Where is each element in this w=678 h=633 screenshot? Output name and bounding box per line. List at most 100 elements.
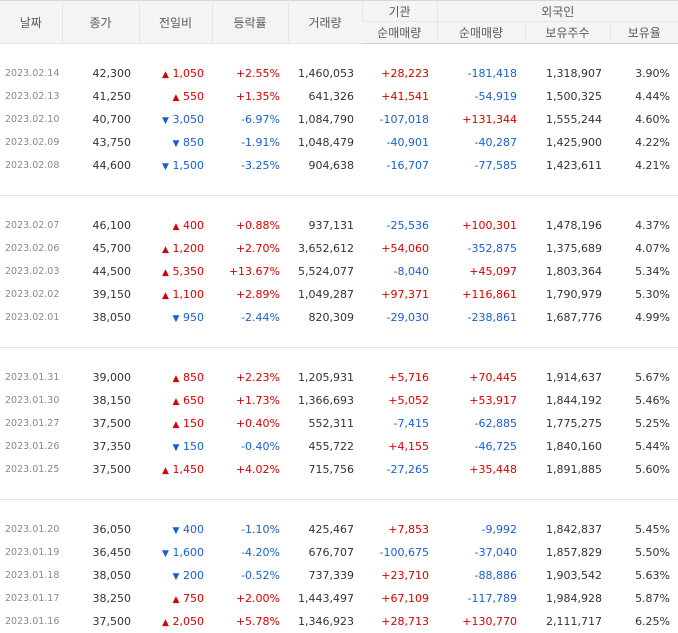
cell-close: 40,700	[62, 108, 139, 131]
cell-rate: +13.67%	[212, 260, 288, 283]
cell-foreign-ratio: 3.90%	[610, 62, 678, 85]
cell-rate: -6.97%	[212, 108, 288, 131]
cell-volume: 1,346,923	[288, 610, 362, 633]
cell-foreign-holding: 1,318,907	[525, 62, 610, 85]
cell-rate: -3.25%	[212, 154, 288, 177]
cell-foreign-net: -352,875	[437, 237, 525, 260]
cell-change: 400	[139, 214, 212, 237]
cell-close: 37,500	[62, 610, 139, 633]
table-header: 날짜 종가 전일비 등락률 거래량 기관 외국인 순매매량 순매매량 보유주수 …	[0, 1, 678, 44]
cell-change: 550	[139, 85, 212, 108]
cell-close: 38,050	[62, 564, 139, 587]
table-row: 2023.01.3038,150650+1.73%1,366,693+5,052…	[0, 389, 678, 412]
cell-rate: -1.10%	[212, 518, 288, 541]
col-header-close: 종가	[62, 1, 139, 44]
cell-foreign-ratio: 4.99%	[610, 306, 678, 329]
cell-foreign-ratio: 6.25%	[610, 610, 678, 633]
change-value: 950	[183, 311, 204, 324]
cell-rate: -0.52%	[212, 564, 288, 587]
cell-close: 38,250	[62, 587, 139, 610]
cell-date: 2023.02.09	[0, 131, 62, 154]
cell-close: 36,050	[62, 518, 139, 541]
cell-foreign-net: -181,418	[437, 62, 525, 85]
cell-volume: 425,467	[288, 518, 362, 541]
cell-close: 38,050	[62, 306, 139, 329]
table-row: 2023.02.1040,7003,050-6.97%1,084,790-107…	[0, 108, 678, 131]
cell-date: 2023.01.18	[0, 564, 62, 587]
cell-foreign-net: +130,770	[437, 610, 525, 633]
cell-foreign-holding: 1,555,244	[525, 108, 610, 131]
cell-date: 2023.02.02	[0, 283, 62, 306]
table-row: 2023.02.1442,3001,050+2.55%1,460,053+28,…	[0, 62, 678, 85]
table-row: 2023.02.0943,750850-1.91%1,048,479-40,90…	[0, 131, 678, 154]
cell-change: 650	[139, 389, 212, 412]
col-header-inst-net: 순매매량	[362, 22, 437, 44]
change-value: 1,050	[173, 67, 205, 80]
table-row: 2023.01.2637,350150-0.40%455,722+4,155-4…	[0, 435, 678, 458]
col-header-date: 날짜	[0, 1, 62, 44]
cell-volume: 676,707	[288, 541, 362, 564]
cell-volume: 1,049,287	[288, 283, 362, 306]
cell-foreign-net: +100,301	[437, 214, 525, 237]
triangle-down-icon	[159, 549, 173, 559]
cell-change: 750	[139, 587, 212, 610]
change-value: 1,450	[173, 463, 205, 476]
cell-date: 2023.02.13	[0, 85, 62, 108]
cell-foreign-holding: 1,478,196	[525, 214, 610, 237]
change-value: 850	[183, 136, 204, 149]
cell-change: 1,050	[139, 62, 212, 85]
cell-volume: 641,326	[288, 85, 362, 108]
triangle-up-icon	[159, 618, 173, 628]
cell-volume: 552,311	[288, 412, 362, 435]
cell-inst-net: +5,052	[362, 389, 437, 412]
table-row: 2023.01.3139,000850+2.23%1,205,931+5,716…	[0, 366, 678, 389]
cell-foreign-ratio: 5.67%	[610, 366, 678, 389]
cell-foreign-net: -54,919	[437, 85, 525, 108]
cell-date: 2023.02.01	[0, 306, 62, 329]
group-spacer	[0, 329, 678, 348]
cell-change: 850	[139, 131, 212, 154]
table-row: 2023.01.1637,5002,050+5.78%1,346,923+28,…	[0, 610, 678, 633]
change-value: 400	[183, 219, 204, 232]
cell-foreign-net: +70,445	[437, 366, 525, 389]
cell-date: 2023.01.17	[0, 587, 62, 610]
cell-close: 39,000	[62, 366, 139, 389]
table-row: 2023.01.1936,4501,600-4.20%676,707-100,6…	[0, 541, 678, 564]
cell-inst-net: -40,901	[362, 131, 437, 154]
change-value: 1,200	[173, 242, 205, 255]
cell-foreign-net: +45,097	[437, 260, 525, 283]
triangle-up-icon	[169, 222, 183, 232]
cell-inst-net: +41,541	[362, 85, 437, 108]
cell-foreign-ratio: 5.34%	[610, 260, 678, 283]
change-value: 1,100	[173, 288, 205, 301]
cell-volume: 904,638	[288, 154, 362, 177]
change-value: 400	[183, 523, 204, 536]
cell-foreign-holding: 1,842,837	[525, 518, 610, 541]
cell-inst-net: -25,536	[362, 214, 437, 237]
cell-inst-net: +23,710	[362, 564, 437, 587]
cell-rate: +2.55%	[212, 62, 288, 85]
col-header-foreign-holding: 보유주수	[525, 22, 610, 44]
cell-foreign-ratio: 5.44%	[610, 435, 678, 458]
cell-inst-net: +67,109	[362, 587, 437, 610]
triangle-down-icon	[169, 139, 183, 149]
cell-foreign-holding: 1,790,979	[525, 283, 610, 306]
cell-inst-net: +4,155	[362, 435, 437, 458]
cell-volume: 5,524,077	[288, 260, 362, 283]
cell-inst-net: +54,060	[362, 237, 437, 260]
cell-change: 1,500	[139, 154, 212, 177]
cell-foreign-holding: 1,840,160	[525, 435, 610, 458]
cell-close: 39,150	[62, 283, 139, 306]
table-row: 2023.02.0239,1501,100+2.89%1,049,287+97,…	[0, 283, 678, 306]
cell-inst-net: -8,040	[362, 260, 437, 283]
triangle-down-icon	[169, 443, 183, 453]
table-row: 2023.02.0844,6001,500-3.25%904,638-16,70…	[0, 154, 678, 177]
table-body: 2023.02.1442,3001,050+2.55%1,460,053+28,…	[0, 44, 678, 633]
cell-foreign-ratio: 5.87%	[610, 587, 678, 610]
cell-foreign-holding: 1,903,542	[525, 564, 610, 587]
cell-date: 2023.01.25	[0, 458, 62, 481]
cell-rate: -0.40%	[212, 435, 288, 458]
cell-foreign-ratio: 5.25%	[610, 412, 678, 435]
col-header-rate: 등락률	[212, 1, 288, 44]
